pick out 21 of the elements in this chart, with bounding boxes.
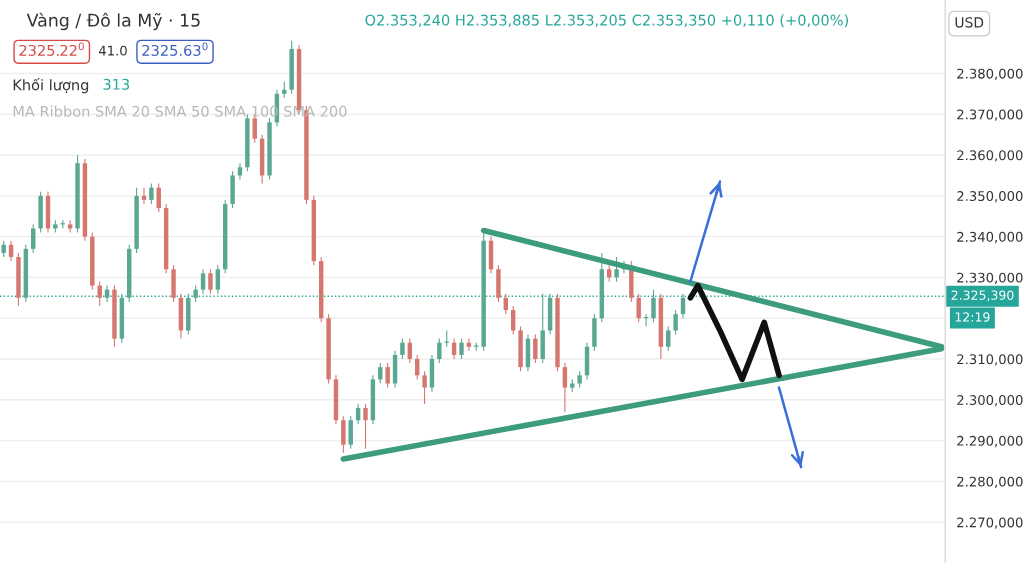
y-tick-label: 2.270,000	[957, 517, 1023, 529]
y-tick-label: 2.380,000	[957, 68, 1023, 80]
y-tick-label: 2.290,000	[957, 435, 1023, 448]
annotation: 41.0	[98, 45, 127, 56]
y-tick-label: 2.360,000	[957, 150, 1023, 162]
ref-line-label: 2.325,390	[951, 290, 1014, 302]
text: USD	[955, 17, 984, 28]
y-tick-label: 2.310,000	[957, 354, 1023, 366]
annotation: O2.353,240 H2.353,885 L2.353,205 C2.353,350 +0,110 (+0,00%)	[365, 14, 848, 28]
y-tick-label: 2.280,000	[957, 476, 1023, 488]
y-tick-label: 2.340,000	[957, 231, 1023, 244]
text: 12:19	[955, 312, 990, 322]
text: Vàng / Đô la Mỹ · 15	[26, 12, 200, 31]
annotation: Khối lượng	[13, 77, 89, 94]
y-tick-label: 2.350,000	[957, 191, 1023, 203]
annotation: 2325.22$^{0}$	[19, 42, 84, 56]
y-tick-label: 2.330,000	[957, 272, 1023, 284]
y-tick-label: 2.370,000	[957, 109, 1023, 121]
y-tick-label: 2.300,000	[957, 395, 1023, 407]
annotation: 2325.63$^{0}$	[142, 42, 208, 56]
annotation: 313	[103, 78, 130, 90]
